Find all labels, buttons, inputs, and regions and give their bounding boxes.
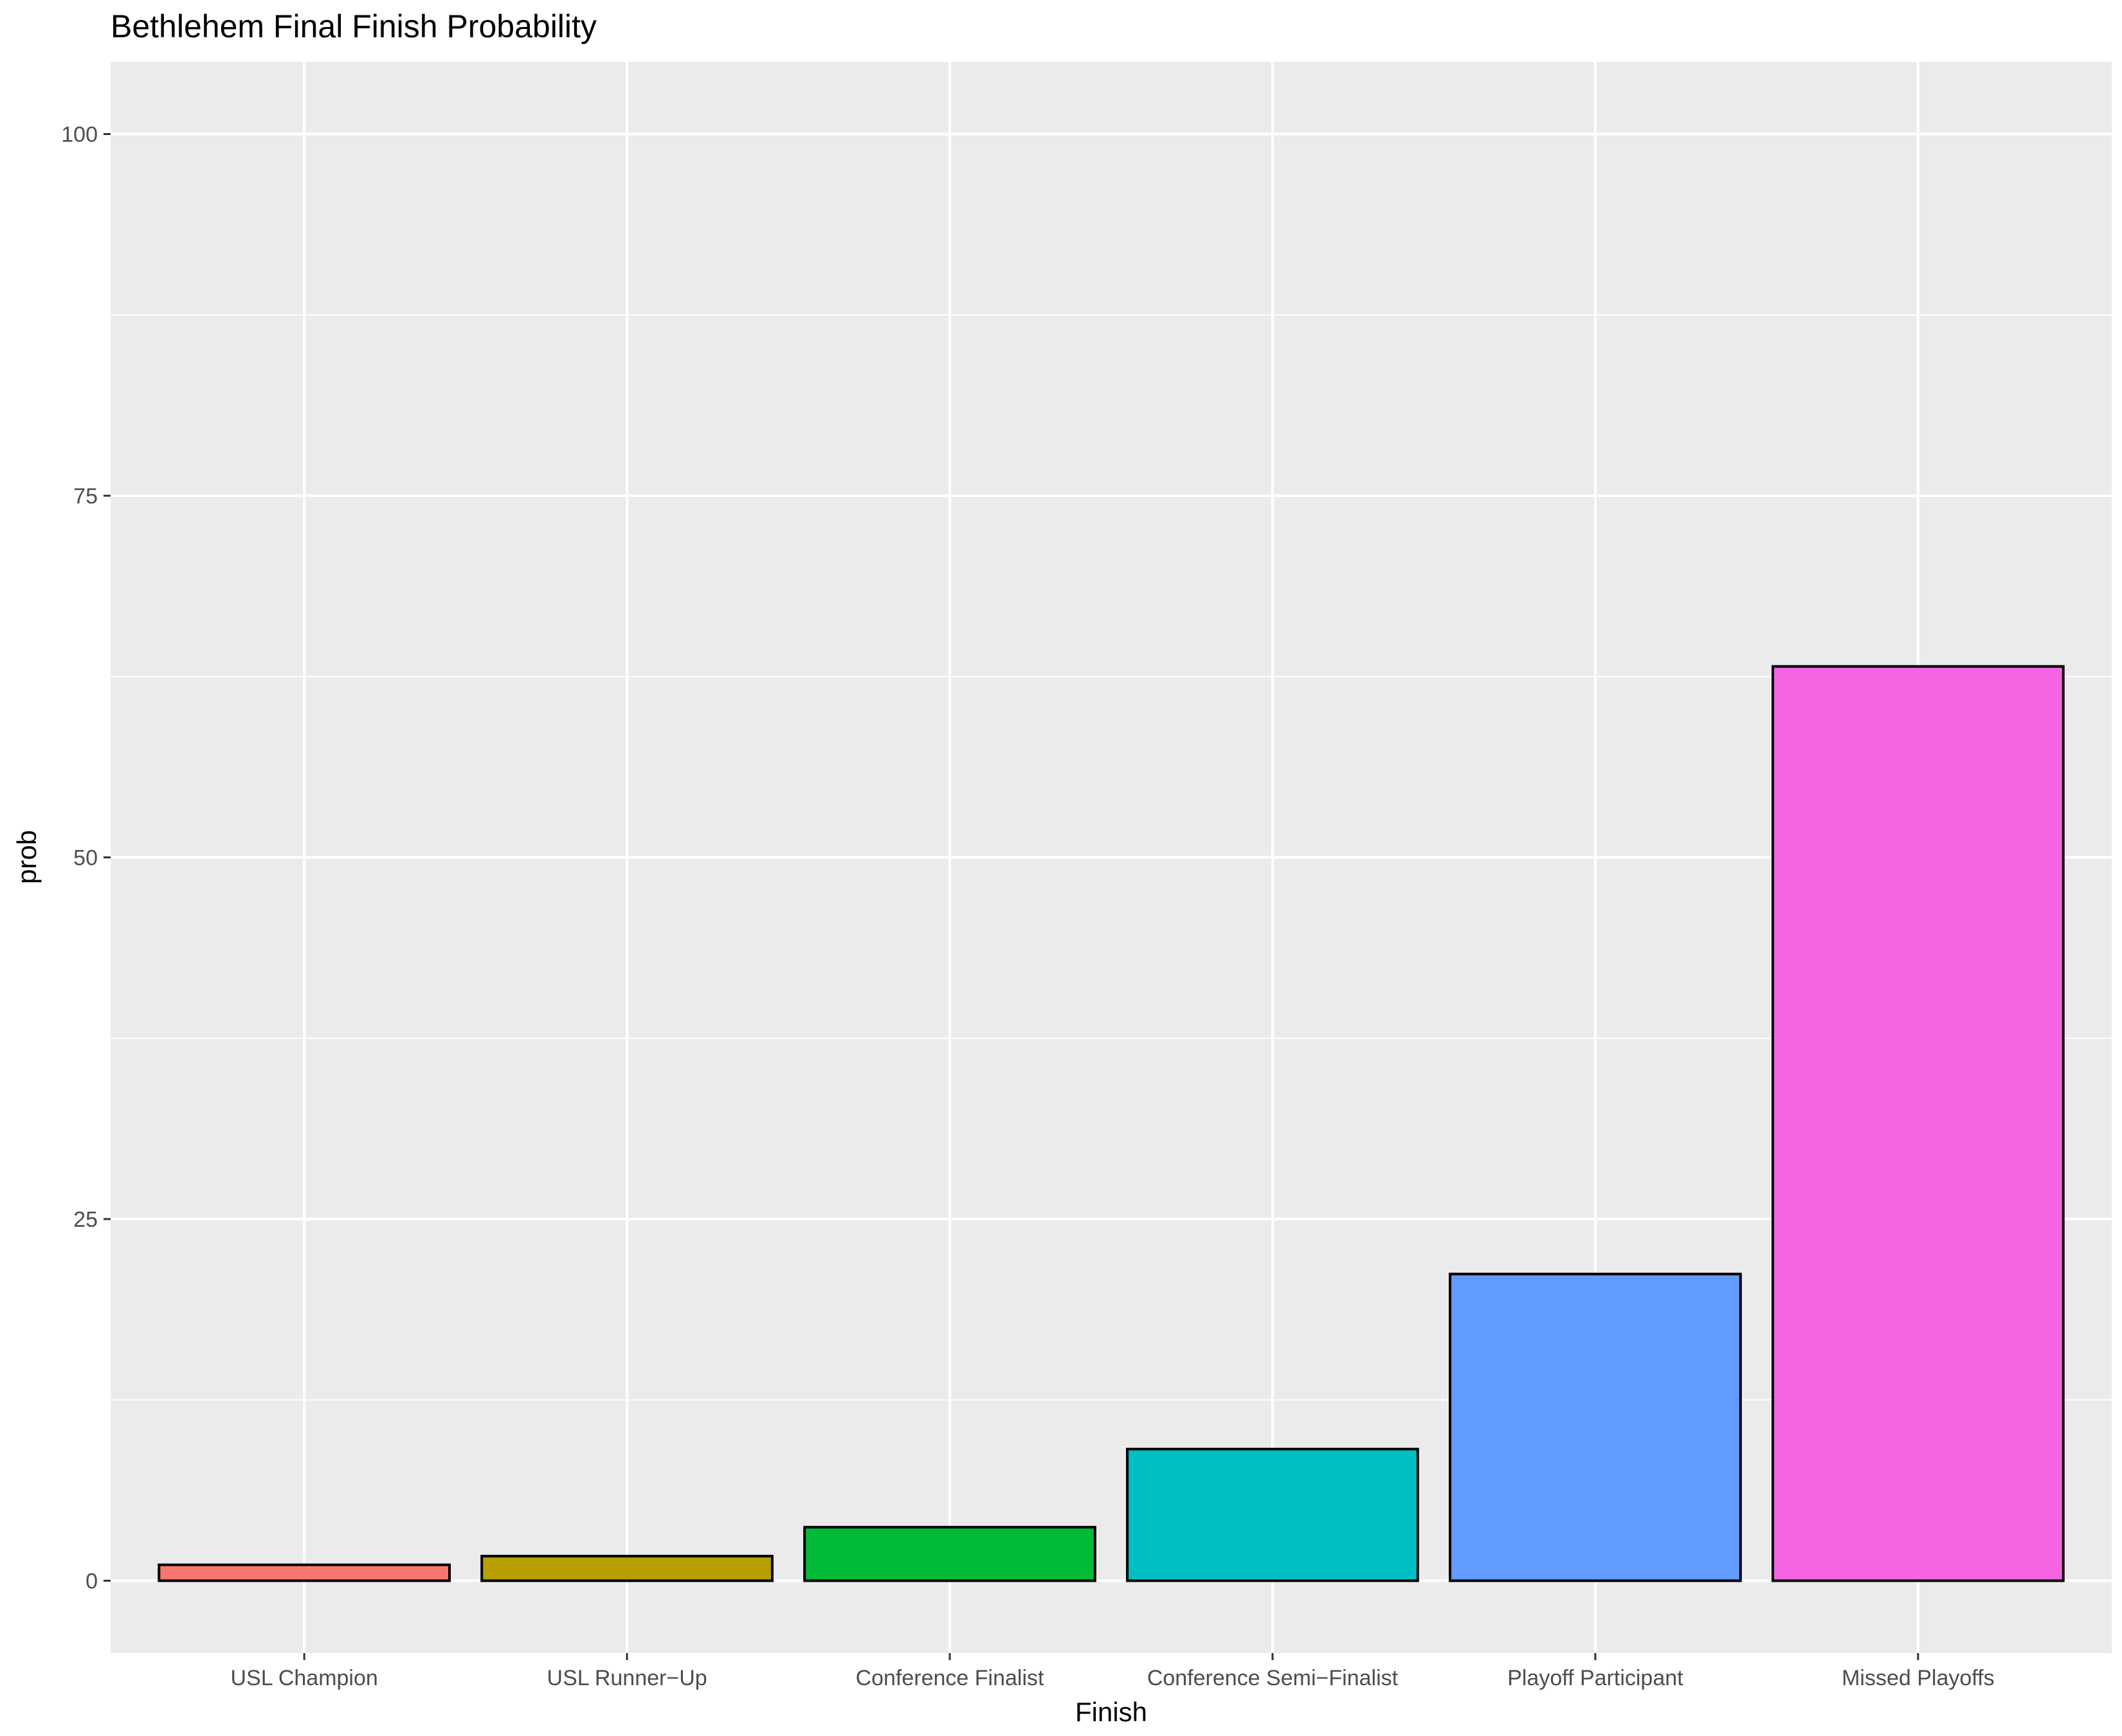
bar (158, 1563, 451, 1582)
bar (480, 1555, 774, 1582)
x-tick-label: Conference Finalist (856, 1666, 1044, 1690)
x-tick-label: Conference Semi−Finalist (1147, 1666, 1399, 1690)
y-axis: 0 25 50 75 100 (61, 123, 111, 1594)
y-tick-label: 75 (73, 484, 98, 509)
bars (158, 665, 2065, 1582)
bar (1449, 1272, 1742, 1582)
y-axis-title: prob (12, 830, 42, 884)
y-tick-label: 0 (86, 1569, 98, 1594)
bar (1126, 1447, 1419, 1582)
y-tick-label: 50 (73, 846, 98, 871)
x-axis: USL Champion USL Runner−Up Conference Fina… (231, 1653, 1995, 1690)
chart-title: Bethlehem Final Finish Probability (111, 8, 597, 44)
x-tick-label: Playoff Participant (1507, 1666, 1683, 1690)
y-tick-label: 25 (73, 1207, 98, 1232)
x-tick-label: USL Runner−Up (547, 1666, 707, 1690)
x-axis-title: Finish (1075, 1697, 1147, 1727)
x-tick-label: USL Champion (231, 1666, 378, 1690)
bar (803, 1526, 1096, 1582)
x-tick-label: Missed Playoffs (1842, 1666, 1994, 1690)
bar (1771, 665, 2065, 1582)
y-tick-label: 100 (61, 123, 98, 147)
